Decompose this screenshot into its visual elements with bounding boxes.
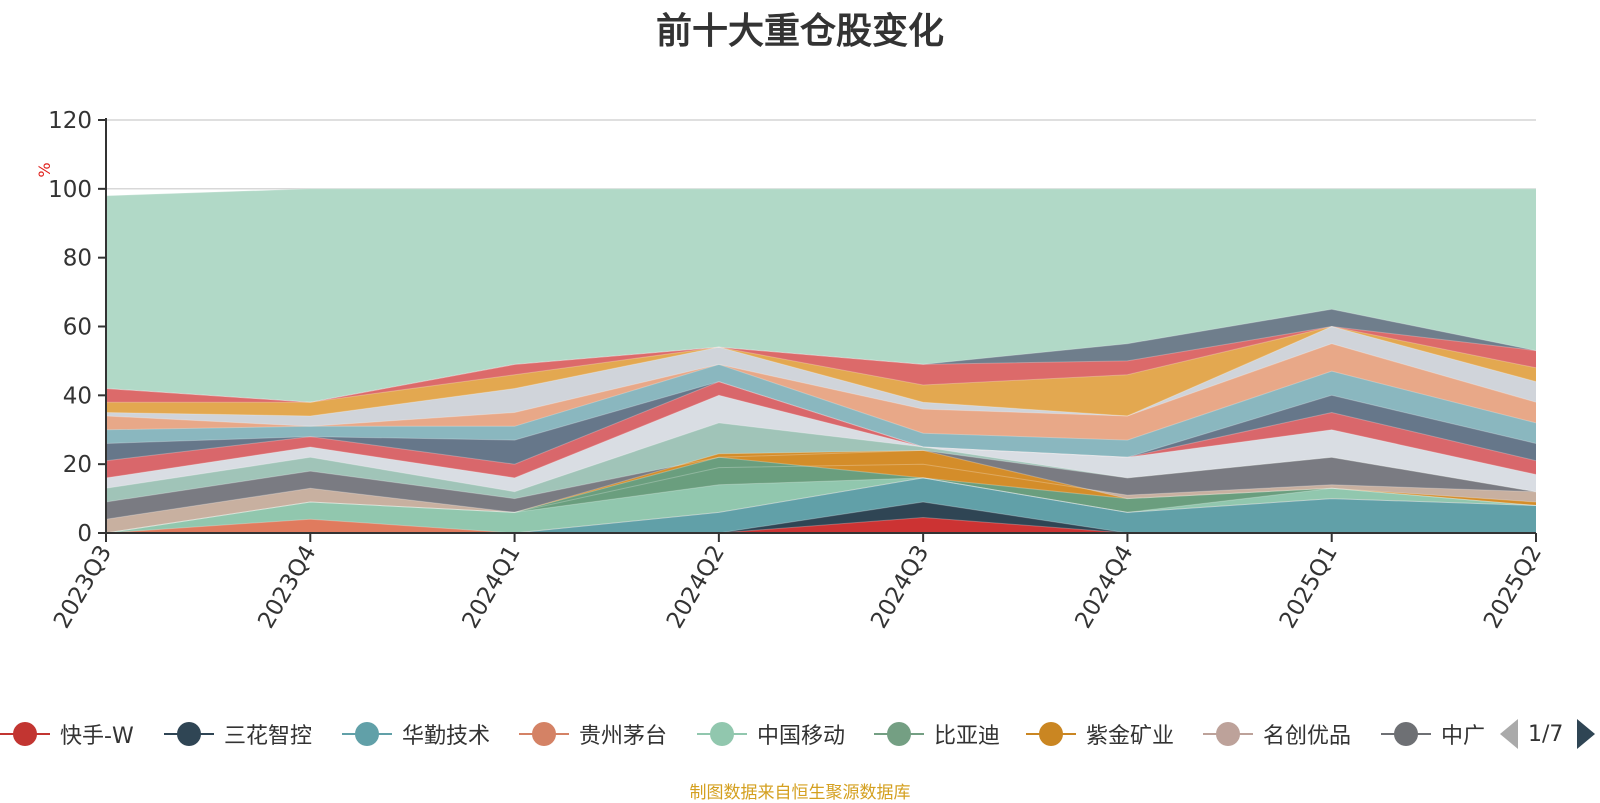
legend-item[interactable]: 中国移动: [697, 714, 845, 754]
area-edge: [105, 343, 1537, 427]
source-note: 制图数据来自恒生聚源数据库: [689, 783, 911, 803]
legend-marker-icon: [1381, 714, 1431, 754]
legend-item[interactable]: 华勤技术: [342, 714, 490, 754]
legend-item[interactable]: 比亚迪: [874, 714, 1000, 754]
legend-label: 华勤技术: [402, 724, 491, 749]
area-edge: [105, 477, 1537, 534]
pager-label: 1/7: [1528, 721, 1564, 747]
area-edge: [105, 325, 1537, 417]
legend-label: 紫金矿业: [1086, 724, 1175, 749]
legend-label: 名创优品: [1263, 724, 1352, 749]
legend-dot: [1039, 722, 1063, 746]
legend-item[interactable]: 中广: [1381, 714, 1485, 754]
legend-item[interactable]: 三花智控: [164, 714, 312, 754]
area-edge: [105, 394, 1537, 479]
area-edge: [105, 188, 1536, 197]
legend-pager: 1/7: [1500, 714, 1596, 754]
legend-marker-icon: [164, 714, 214, 754]
y-tick-label: 120: [48, 108, 92, 134]
legend-dot: [13, 722, 37, 746]
area-edge: [105, 308, 1537, 403]
x-tick-label: 2024Q3: [866, 541, 934, 633]
legend-dot: [710, 722, 734, 746]
legend-marker-icon: [1203, 714, 1253, 754]
area-edge: [105, 381, 1537, 458]
stacked-areas: [105, 188, 1537, 534]
legend-item[interactable]: 贵州茅台: [519, 714, 667, 754]
x-tick-label: 2024Q1: [458, 541, 526, 633]
area-band: [106, 502, 1536, 533]
legend: 快手-W 三花智控 华勤技术 贵州茅台 中国移动 比亚迪 紫金矿业 名创优品 中广 1/7: [0, 714, 1600, 754]
legend-dot: [532, 722, 556, 746]
legend-item[interactable]: 快手-W: [0, 714, 134, 754]
x-tick-label: 2025Q2: [1479, 541, 1547, 633]
x-tick-label: 2024Q2: [662, 541, 730, 633]
legend-marker-icon: [1026, 714, 1076, 754]
y-tick-label: 0: [77, 521, 92, 547]
x-tick-label: 2024Q4: [1070, 541, 1138, 633]
legend-label: 快手-W: [60, 724, 134, 749]
area-edge: [105, 381, 1537, 465]
area-edge: [105, 463, 1537, 520]
area-band: [106, 517, 1536, 533]
area-edge: [105, 449, 1537, 534]
chart-title: 前十大重仓股变化: [655, 11, 944, 52]
legend-dot: [1394, 722, 1418, 746]
area-edge: [105, 449, 1537, 503]
legend-marker-icon: [0, 714, 50, 754]
legend-marker-icon: [519, 714, 569, 754]
area-edge: [105, 325, 1537, 403]
legend-marker-icon: [697, 714, 747, 754]
x-tick-label: 2023Q4: [253, 541, 321, 633]
legend-item[interactable]: 名创优品: [1203, 714, 1351, 754]
area-edge: [105, 422, 1537, 493]
pager-prev-icon[interactable]: [1500, 719, 1518, 749]
legend-label: 中广: [1441, 724, 1486, 749]
legend-item[interactable]: 紫金矿业: [1026, 714, 1174, 754]
legend-label: 比亚迪: [934, 724, 1001, 749]
area-band: [106, 477, 1536, 533]
legend-label: 三花智控: [224, 724, 313, 749]
legend-dot: [177, 722, 201, 746]
y-tick-label: 100: [48, 177, 92, 203]
pager-next-icon[interactable]: [1577, 719, 1596, 749]
legend-dot: [355, 722, 379, 746]
legend-marker-icon: [874, 714, 924, 754]
legend-marker-icon: [342, 714, 392, 754]
area-edge: [105, 477, 1537, 534]
y-tick-label: 40: [63, 383, 92, 409]
x-tick-label: 2023Q3: [49, 541, 117, 633]
area-edge: [105, 363, 1537, 441]
y-tick-label: 20: [63, 452, 92, 478]
area-edge: [106, 325, 1537, 403]
legend-label: 贵州茅台: [579, 724, 668, 749]
x-tick-label: 2025Q1: [1275, 541, 1343, 633]
legend-dot: [1216, 722, 1240, 746]
y-axis-label: %: [35, 162, 54, 177]
legend-label: 中国移动: [757, 724, 846, 749]
y-tick-label: 80: [63, 246, 92, 272]
y-tick-label: 60: [63, 315, 92, 341]
area-edge: [105, 456, 1537, 534]
legend-dot: [887, 722, 911, 746]
